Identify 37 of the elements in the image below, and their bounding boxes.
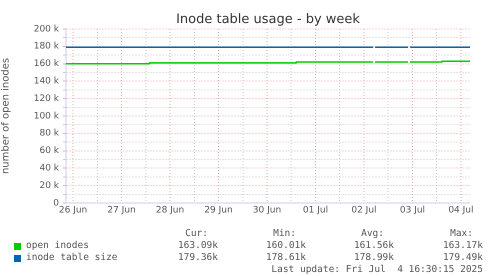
x-tick-label: 26 Jun	[58, 206, 88, 216]
legend-label: inode table size	[26, 252, 118, 263]
y-tick-label: 140 k	[34, 76, 60, 87]
text: Max:	[450, 228, 473, 239]
y-tick-label: 120 k	[34, 94, 60, 104]
text: 178.61k	[266, 252, 306, 263]
text: Cur:	[185, 228, 208, 239]
text: 179.49k	[442, 252, 483, 263]
y-tick-label: 60 k	[39, 146, 60, 156]
y-tick-label: 180 k	[34, 42, 60, 52]
x-tick-label: 28 Jun	[156, 206, 184, 216]
x-tick-label: 03 Jul	[400, 206, 426, 216]
y-axis-title: number of open inodes	[0, 58, 12, 174]
text: 161.56k	[354, 240, 394, 251]
x-tick-label: 04 Jul	[448, 206, 474, 216]
text: 163.09k	[178, 240, 218, 251]
x-tick-label: 29 Jun	[204, 206, 233, 216]
chart-title: Inode table usage - by week	[176, 12, 360, 27]
y-tick-label: 0	[53, 198, 60, 208]
text: Avg:	[361, 228, 384, 239]
x-tick-label: 02 Jul	[351, 206, 377, 216]
x-tick-label: 27 Jun	[107, 206, 136, 216]
text: 179.36k	[178, 252, 218, 263]
x-tick-label: 01 Jul	[302, 206, 328, 216]
y-tick-label: 100 k	[34, 111, 60, 122]
x-tick-label: 30 Jun	[252, 206, 282, 216]
text: 163.17k	[442, 240, 483, 251]
text: 160.01k	[266, 240, 306, 251]
y-tick-label: 200 k	[34, 24, 60, 34]
y-tick-label: 20 k	[39, 180, 60, 191]
text: Last update: Fri Jul 4 16:30:15 2025	[271, 264, 483, 275]
text: 178.99k	[354, 252, 394, 263]
y-tick-label: 80 k	[39, 128, 60, 139]
y-tick-label: 160 k	[34, 59, 60, 70]
legend-label: open inodes	[26, 240, 89, 251]
text: Min:	[273, 228, 296, 239]
y-tick-label: 40 k	[39, 164, 60, 174]
